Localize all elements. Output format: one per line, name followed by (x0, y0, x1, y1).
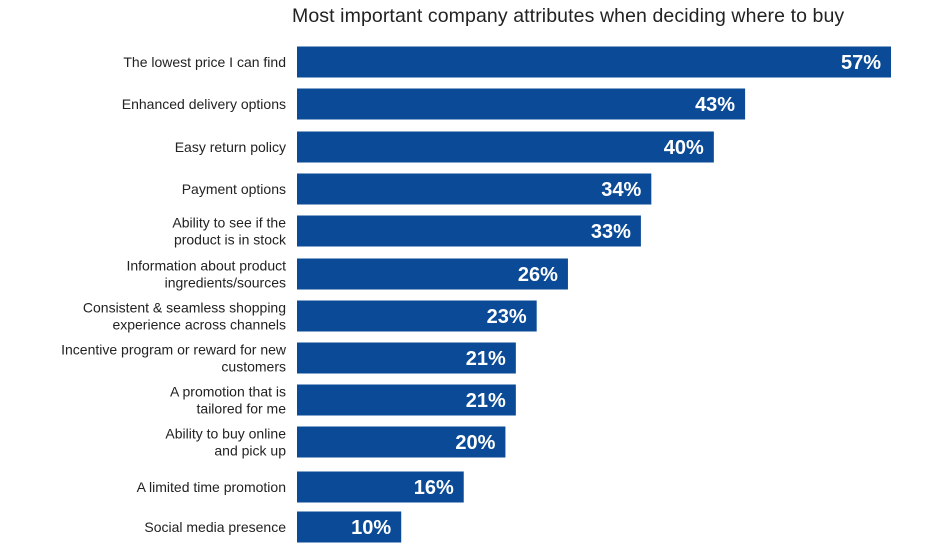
bar-value-label: 21% (466, 390, 506, 412)
category-label: Ability to buy online and pick up (165, 426, 286, 459)
bar (297, 131, 714, 163)
bar-value-label: 57% (841, 52, 881, 74)
category-label-line: Information about product (126, 258, 286, 274)
category-label-line: experience across channels (112, 317, 286, 333)
bar-value-label: 40% (664, 137, 704, 159)
category-label-line: customers (221, 359, 286, 375)
category-label-line: Incentive program or reward for new (61, 342, 287, 358)
bar-value-label: 16% (414, 477, 454, 499)
bar (297, 173, 652, 205)
category-label: A promotion that is tailored for me (170, 384, 286, 417)
category-label-line: Consistent & seamless shopping (83, 300, 286, 316)
bar-value-label: 43% (695, 94, 735, 116)
bar-value-label: 21% (466, 348, 506, 370)
category-label-line: ingredients/sources (165, 275, 286, 291)
category-label: Easy return policy (175, 139, 286, 155)
category-label: Ability to see if the product is in stock (172, 215, 287, 248)
category-label: Incentive program or reward for new custo… (61, 342, 287, 375)
bars-group (297, 46, 891, 543)
category-label-line: A limited time promotion (137, 479, 286, 495)
category-label: Enhanced delivery options (122, 96, 286, 112)
bar-value-label: 33% (591, 221, 631, 243)
bar-value-label: 34% (601, 179, 641, 201)
bar (297, 384, 516, 416)
bar (297, 426, 506, 458)
bar (297, 258, 568, 290)
category-label-line: and pick up (214, 443, 286, 459)
category-label-line: Easy return policy (175, 139, 286, 155)
category-label: Consistent & seamless shopping experience… (83, 300, 286, 333)
category-label-line: Enhanced delivery options (122, 96, 286, 112)
category-label-line: Payment options (182, 181, 286, 197)
category-label-line: Social media presence (144, 519, 286, 535)
category-label-line: Ability to buy online (165, 426, 286, 442)
bar-value-label: 23% (487, 306, 527, 328)
bar-value-label: 10% (351, 517, 391, 539)
category-label-line: The lowest price I can find (123, 54, 286, 70)
category-label-line: product is in stock (174, 232, 287, 248)
bar-value-label: 26% (518, 264, 558, 286)
category-label-line: Ability to see if the (172, 215, 286, 231)
category-label: Payment options (182, 181, 286, 197)
category-label: Information about product ingredients/sou… (126, 258, 286, 291)
category-label: The lowest price I can find (123, 54, 286, 70)
bar (297, 511, 402, 543)
bar (297, 342, 516, 374)
category-labels: The lowest price I can find Enhanced deli… (61, 54, 287, 535)
category-label-line: A promotion that is (170, 384, 286, 400)
category-label-line: tailored for me (197, 401, 287, 417)
bar-value-label: 20% (455, 432, 495, 454)
bar (297, 471, 464, 503)
category-label: Social media presence (144, 519, 286, 535)
value-labels: 57% 43% 40% 34% 33% 26% 23% 21% 21% 20% 16% 10% (351, 52, 881, 539)
category-label: A limited time promotion (137, 479, 286, 495)
bar (297, 46, 891, 78)
bar (297, 88, 746, 120)
bar (297, 215, 641, 247)
bar (297, 300, 537, 332)
chart-title: Most important company attributes when d… (292, 5, 845, 27)
